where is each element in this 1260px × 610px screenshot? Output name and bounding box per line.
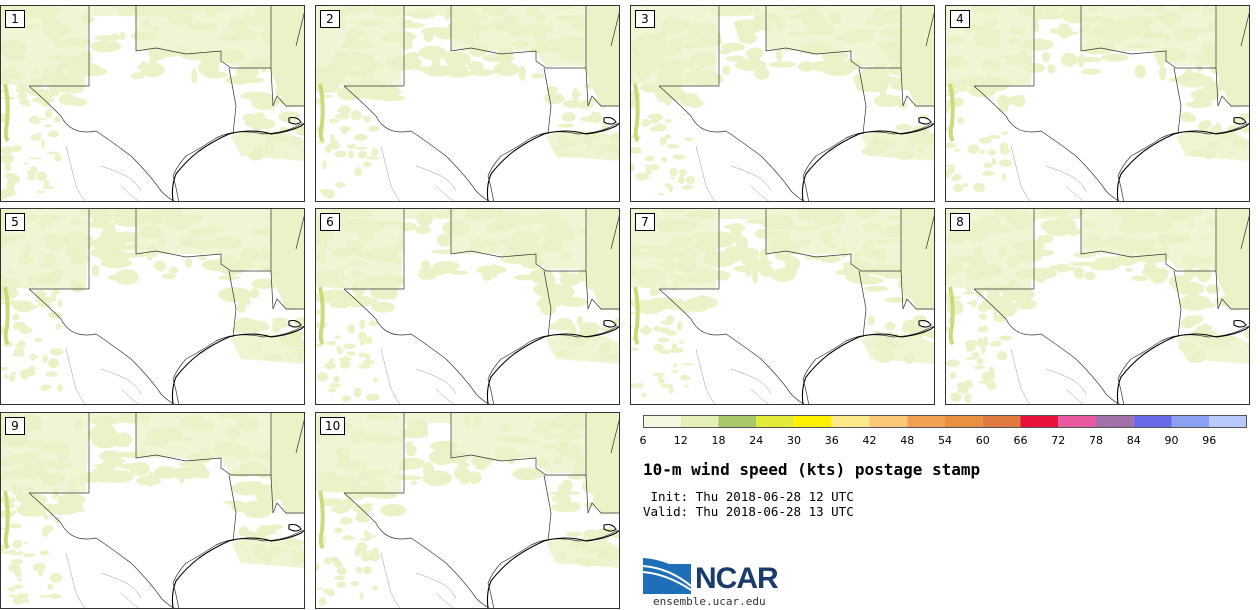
colorbar-tick-label: 18 — [711, 434, 726, 447]
member-panel: 6 — [315, 208, 620, 405]
member-label: 7 — [635, 213, 655, 231]
member-panel: 9 — [0, 412, 305, 609]
colorbar-tick-label: 6 — [639, 434, 647, 447]
colorbar-segment — [945, 415, 983, 428]
colorbar-tick-label: 36 — [824, 434, 839, 447]
colorbar-segment — [1133, 415, 1172, 428]
colorbar-tick-label: 84 — [1126, 434, 1141, 447]
colorbar-segment — [982, 415, 1021, 428]
colorbar-tick-label: 96 — [1202, 434, 1217, 447]
member-panel: 2 — [315, 5, 620, 202]
colorbar-segment — [907, 415, 945, 428]
member-label: 5 — [5, 213, 25, 231]
member-label: 6 — [320, 213, 340, 231]
colorbar-segment — [794, 415, 832, 428]
member-label: 4 — [950, 10, 970, 28]
member-label: 8 — [950, 213, 970, 231]
member-panel: 3 — [630, 5, 935, 202]
logo-url: ensemble.ucar.edu — [653, 595, 766, 608]
member-panel: 7 — [630, 208, 935, 405]
colorbar-segment — [1020, 415, 1059, 428]
member-label: 10 — [320, 417, 346, 435]
member-panel: 4 — [945, 5, 1250, 202]
colorbar-tick-label: 30 — [787, 434, 801, 447]
colorbar-segment — [643, 415, 681, 428]
colorbar-segment — [680, 415, 719, 428]
valid-time: Valid: Thu 2018-06-28 13 UTC — [643, 504, 854, 519]
figure-title: 10-m wind speed (kts) postage stamp — [643, 460, 981, 479]
member-panel: 10 — [315, 412, 620, 609]
init-time: Init: Thu 2018-06-28 12 UTC — [643, 489, 854, 504]
colorbar-tick-label: 24 — [749, 434, 764, 447]
member-panel: 1 — [0, 5, 305, 202]
ncar-logo-icon — [643, 558, 692, 594]
colorbar-tick-label: 12 — [673, 434, 688, 447]
colorbar-tick-label: 72 — [1051, 434, 1066, 447]
colorbar — [643, 415, 1248, 429]
colorbar-segment — [756, 415, 794, 428]
member-label: 1 — [5, 10, 25, 28]
member-panel: 5 — [0, 208, 305, 405]
colorbar-tick-label: 78 — [1089, 434, 1103, 447]
member-label: 3 — [635, 10, 655, 28]
colorbar-segment — [1058, 415, 1096, 428]
colorbar-tick-label: 54 — [938, 434, 952, 447]
colorbar-tick-label: 66 — [1013, 434, 1028, 447]
colorbar-tick-label: 60 — [975, 434, 990, 447]
member-label: 9 — [5, 417, 25, 435]
member-panel: 8 — [945, 208, 1250, 405]
colorbar-tick-label: 90 — [1164, 434, 1179, 447]
colorbar-tick-label: 42 — [862, 434, 877, 447]
colorbar-segment — [718, 415, 757, 428]
colorbar-tick-label: 48 — [900, 434, 915, 447]
colorbar-segment — [1209, 415, 1247, 428]
logo-wordmark: NCAR — [695, 562, 779, 595]
colorbar-segment — [869, 415, 908, 428]
colorbar-segment — [1171, 415, 1210, 428]
member-label: 2 — [320, 10, 340, 28]
colorbar-segment — [1096, 415, 1134, 428]
colorbar-segment — [831, 415, 870, 428]
